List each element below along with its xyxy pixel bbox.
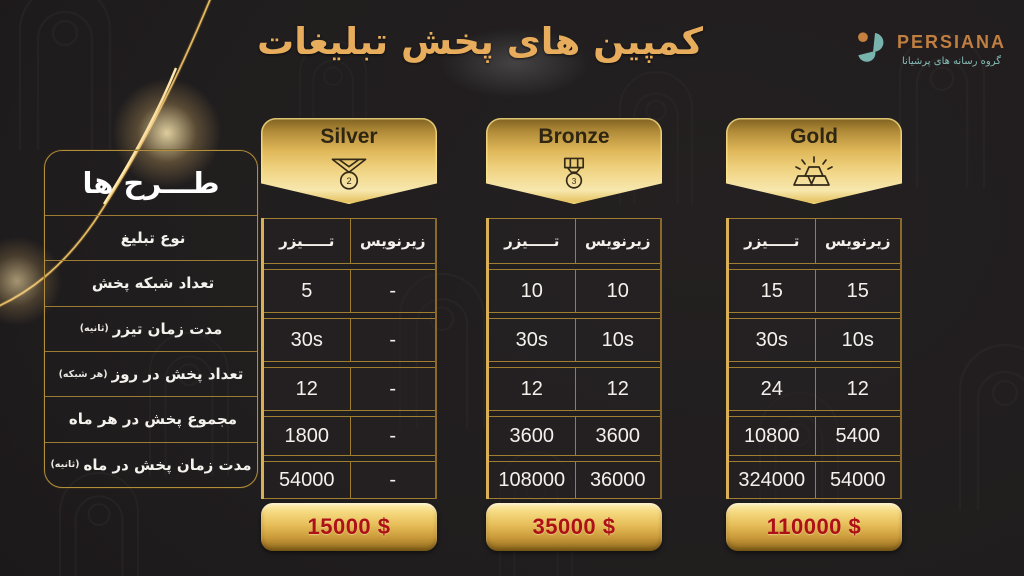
table-row: 12 12	[489, 367, 660, 411]
row-label-text: مجموع پخش در هر ماه	[68, 410, 238, 429]
value-cell: 3600	[574, 417, 661, 455]
value-cell: 5	[301, 279, 313, 302]
teaser-header-cell: تـــــیزر	[744, 232, 800, 250]
value-cell: 15	[760, 279, 783, 302]
table-row: 10 10	[489, 269, 660, 313]
row-label-text: تعداد پخش در روز	[111, 365, 244, 384]
value-cell: 10s	[814, 319, 901, 361]
value-cell: 3600	[509, 424, 555, 447]
plan-column-silver: Silver 2 تـــــیزر زیرنویس 5 - 30s -	[261, 118, 437, 551]
value-cell: 36000	[574, 462, 661, 498]
row-label-total-plays-month: مجموع پخش در هر ماه	[45, 396, 257, 441]
value-cell: 30s	[290, 328, 323, 351]
row-label-ad-type: نوع تبلیغ	[45, 215, 257, 260]
price-button-bronze[interactable]: 35000 $	[486, 503, 662, 551]
value-cell: 24	[760, 377, 783, 400]
row-label-text: تعداد شبکه پخش	[91, 274, 215, 293]
gold-table: تـــــیزر زیرنویس 15 15 30s 10s 24 12 10…	[726, 218, 902, 499]
value-cell: 324000	[738, 468, 806, 491]
value-cell: -	[349, 462, 436, 498]
gold-bars-icon	[793, 156, 833, 186]
value-cell: 12	[520, 377, 543, 400]
table-header-row: تـــــیزر زیرنویس	[489, 218, 660, 264]
table-row: 12 -	[264, 367, 435, 411]
table-header-row: تـــــیزر زیرنویس	[264, 218, 435, 264]
value-cell: 12	[295, 377, 318, 400]
table-row: 3600 3600	[489, 416, 660, 456]
value-cell: 30s	[755, 328, 788, 351]
page-title: کمپین های پخش تبلیغات	[257, 20, 703, 63]
svg-text:3: 3	[572, 177, 577, 186]
bronze-table: تـــــیزر زیرنویس 10 10 30s 10s 12 12 36…	[486, 218, 662, 499]
subtitle-header-cell: زیرنویس	[814, 219, 901, 263]
value-cell: 30s	[515, 328, 548, 351]
plan-column-gold: Gold تـــــیزر زیرنویس 15 15 30s	[726, 118, 902, 551]
value-cell: 10	[574, 270, 661, 312]
plan-column-bronze: Bronze 3 تـــــیزر زیرنویس 10 10 30s	[486, 118, 662, 551]
value-cell: 10800	[743, 424, 800, 447]
value-cell: 1800	[284, 424, 330, 447]
value-cell: 10s	[574, 319, 661, 361]
value-cell: -	[349, 319, 436, 361]
price-button-gold[interactable]: 110000 $	[726, 503, 902, 551]
table-row: 30s -	[264, 318, 435, 362]
silver-table: تـــــیزر زیرنویس 5 - 30s - 12 - 1800 - …	[261, 218, 437, 499]
bronze-banner[interactable]: Bronze 3	[486, 118, 662, 204]
plan-name: Gold	[790, 125, 838, 148]
table-row: 30s 10s	[489, 318, 660, 362]
value-cell: 5400	[814, 417, 901, 455]
row-label-sub: (ثانیه)	[50, 459, 80, 471]
table-row: 324000 54000	[729, 461, 900, 499]
table-row: 30s 10s	[729, 318, 900, 362]
table-row: 15 15	[729, 269, 900, 313]
table-header-row: تـــــیزر زیرنویس	[729, 218, 900, 264]
table-row: 1800 -	[264, 416, 435, 456]
teaser-header-cell: تـــــیزر	[504, 232, 560, 250]
bronze-medal-3-icon: 3	[563, 157, 585, 189]
price-button-silver[interactable]: 15000 $	[261, 503, 437, 551]
row-label-text: مدت زمان تیزر	[112, 319, 223, 338]
plans-title: طـــرح ها	[82, 166, 220, 200]
plan-name: Silver	[320, 125, 378, 148]
subtitle-header-cell: زیرنویس	[574, 219, 661, 263]
value-cell: 12	[814, 368, 901, 410]
value-cell: 12	[574, 368, 661, 410]
svg-text:2: 2	[346, 176, 351, 186]
row-label-text: مدت زمان پخش در ماه	[83, 455, 252, 474]
row-label-duration-month: مدت زمان پخش در ماه (ثانیه)	[45, 441, 257, 487]
teaser-header-cell: تـــــیزر	[279, 232, 335, 250]
row-label-sub: (ثانیه)	[79, 323, 109, 335]
silver-banner[interactable]: Silver 2	[261, 118, 437, 204]
table-row: 108000 36000	[489, 461, 660, 499]
persiana-logo-icon	[858, 32, 884, 62]
value-cell: -	[349, 368, 436, 410]
brand-tagline: گروه رسانه های پرشیانا	[901, 55, 1001, 67]
table-row: 24 12	[729, 367, 900, 411]
value-cell: 108000	[498, 468, 566, 491]
brand-name: PERSIANA	[896, 31, 1006, 52]
plans-panel: طـــرح ها نوع تبلیغ تعداد شبکه پخش مدت ز…	[44, 150, 258, 488]
value-cell: 15	[814, 270, 901, 312]
gold-banner[interactable]: Gold	[726, 118, 902, 204]
row-label-sub: (هر شبکه)	[58, 368, 108, 380]
value-cell: -	[349, 270, 436, 312]
row-label-plays-per-day: تعداد پخش در روز (هر شبکه)	[45, 350, 257, 396]
table-row: 10800 5400	[729, 416, 900, 456]
value-cell: -	[349, 417, 436, 455]
subtitle-header-cell: زیرنویس	[349, 219, 436, 263]
brand-logo: PERSIANA گروه رسانه های پرشیانا	[856, 26, 1006, 72]
row-label-network-count: تعداد شبکه پخش	[45, 260, 257, 305]
table-row: 5 -	[264, 269, 435, 313]
value-cell: 54000	[814, 462, 901, 498]
table-row: 54000 -	[264, 461, 435, 499]
silver-medal-2-icon: 2	[331, 158, 367, 190]
plan-name: Bronze	[538, 125, 610, 148]
row-label-teaser-duration: مدت زمان تیزر (ثانیه)	[45, 305, 257, 351]
value-cell: 10	[520, 279, 543, 302]
row-label-text: نوع تبلیغ	[120, 229, 186, 248]
value-cell: 54000	[278, 468, 335, 491]
